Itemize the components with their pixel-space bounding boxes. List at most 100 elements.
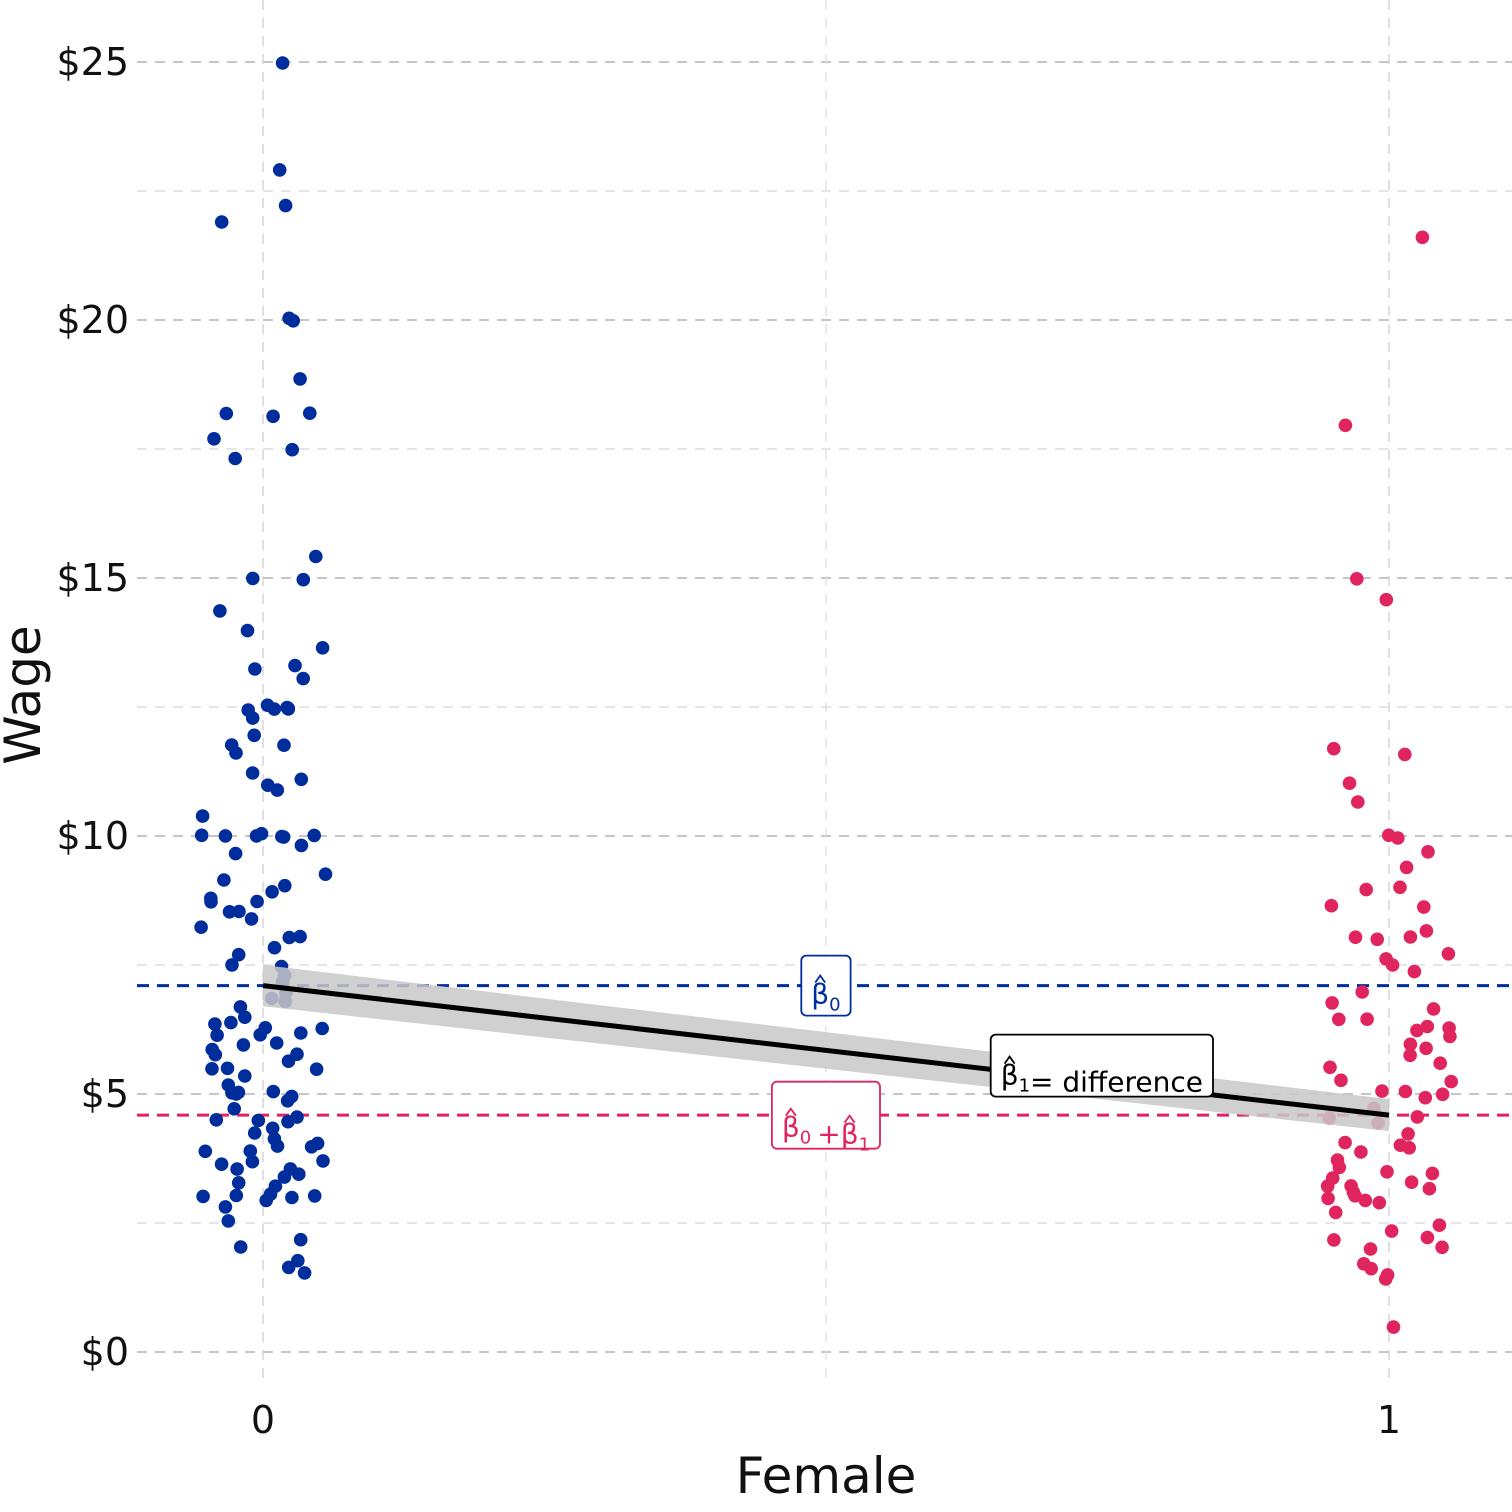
annotation-label: β0 (800, 954, 852, 1017)
female-point (1359, 882, 1373, 897)
male-point (217, 873, 231, 887)
female-point (1325, 996, 1339, 1010)
male-point (220, 1061, 235, 1076)
female-point (1420, 1019, 1435, 1034)
male-point (292, 1167, 306, 1181)
female-point (1403, 930, 1418, 944)
male-point (296, 671, 311, 686)
male-point (205, 1062, 219, 1076)
x-tick-label: 0 (251, 1398, 275, 1442)
annotation-box (800, 954, 852, 1017)
male-point (265, 885, 279, 899)
female-point (1323, 1060, 1337, 1075)
female-point (1379, 592, 1394, 607)
annotation-label: β0 +β1 (771, 1080, 881, 1156)
male-point (277, 738, 291, 752)
male-point (254, 826, 269, 841)
male-point (196, 1189, 210, 1204)
male-point (230, 1162, 244, 1176)
male-point (253, 1028, 267, 1042)
female-point (1402, 1141, 1416, 1155)
annotation-text: β0 +β1 (782, 1111, 870, 1156)
annotation-box (989, 1033, 1214, 1098)
male-point (231, 947, 246, 962)
male-point (281, 1114, 295, 1129)
male-point (267, 702, 282, 716)
female-point (1338, 1135, 1352, 1150)
male-point (247, 728, 261, 743)
male-point (316, 1154, 330, 1168)
female-point (1421, 845, 1435, 859)
female-point (1364, 1261, 1378, 1276)
male-point (208, 1047, 223, 1062)
female-point (1378, 1272, 1393, 1286)
male-point (251, 1113, 266, 1128)
male-point (210, 1028, 224, 1042)
tick-labels: $0 $5 $10 $15 $20 $25 0 1 (56, 40, 1401, 1442)
annotation-box (771, 1080, 881, 1150)
male-point (286, 314, 301, 328)
male-point (307, 1189, 322, 1203)
male-point (218, 1200, 233, 1214)
male-point (245, 1154, 260, 1169)
female-point (1403, 1048, 1417, 1063)
female-point (1334, 1073, 1348, 1088)
male-point (204, 895, 218, 909)
male-point (265, 1121, 280, 1136)
male-point (240, 623, 255, 638)
male-point (307, 828, 322, 843)
male-point (228, 451, 242, 466)
male-point (285, 1190, 299, 1205)
y-tick-label: $25 (56, 40, 129, 84)
male-point (229, 1188, 244, 1203)
female-point (1444, 1074, 1458, 1089)
male-point (318, 867, 333, 881)
male-point (244, 912, 259, 926)
male-point (304, 1140, 319, 1154)
male-point (297, 1266, 312, 1280)
female-point (1385, 958, 1400, 972)
male-point (309, 549, 323, 564)
annotation-label: β1= difference (989, 1033, 1214, 1099)
female-point (1401, 1127, 1415, 1141)
male-point (309, 1062, 324, 1076)
female-point (1415, 230, 1430, 245)
female-point (1358, 1193, 1373, 1208)
male-point (248, 662, 262, 676)
x-axis-title: Female (736, 1447, 917, 1505)
male-point (224, 1015, 238, 1030)
female-point (1425, 1166, 1440, 1181)
female-point (1328, 1205, 1343, 1220)
male-point (293, 372, 307, 386)
female-point (1435, 1087, 1450, 1102)
female-point (1384, 1224, 1399, 1238)
female-point (1441, 947, 1456, 961)
male-point (214, 1157, 229, 1171)
hat-mark (1003, 1055, 1016, 1065)
female-point (1355, 985, 1369, 999)
female-point (1410, 1023, 1424, 1038)
female-point (1398, 747, 1412, 762)
female-point (1386, 1320, 1401, 1334)
male-point (267, 940, 282, 955)
male-point (275, 56, 290, 70)
female-point (1354, 1145, 1368, 1159)
male-point (213, 604, 227, 618)
female-point (1418, 1090, 1433, 1105)
male-point (259, 1193, 274, 1208)
x-tick-label: 1 (1377, 1398, 1401, 1442)
hat-mark (814, 974, 826, 984)
female-point (1432, 1218, 1447, 1232)
male-point (277, 1170, 292, 1184)
annotations: β0 β0 +β1 β1= difference (771, 954, 1214, 1156)
male-point (247, 1126, 262, 1140)
male-point (195, 809, 210, 823)
female-point (1351, 795, 1365, 809)
y-tick-label: $5 (81, 1072, 129, 1116)
y-tick-label: $15 (56, 556, 129, 600)
female-point (1433, 1056, 1447, 1070)
male-point (269, 1036, 284, 1050)
male-point (315, 1021, 330, 1036)
male-point (219, 406, 234, 421)
